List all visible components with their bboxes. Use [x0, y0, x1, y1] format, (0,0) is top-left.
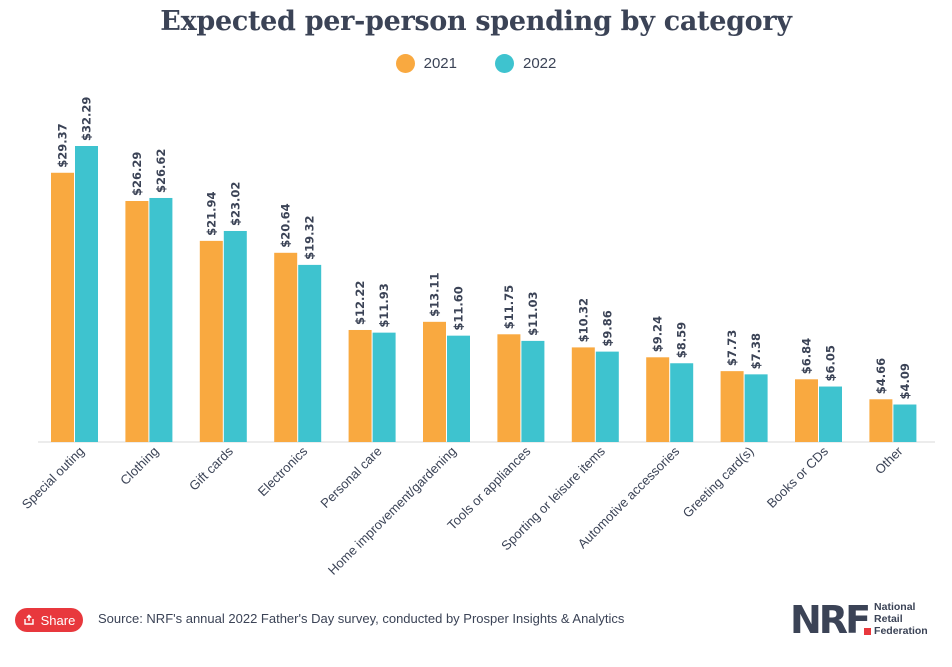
category-label-greeting-card-s: Greeting card(s) [680, 444, 757, 521]
bar-greeting-card-s-2021 [720, 371, 744, 442]
category-label-electronics: Electronics [255, 443, 311, 499]
logo-text: National Retail Federation [874, 602, 928, 637]
data-label-books-or-cds-2021: $6.84 [800, 338, 814, 374]
data-label-greeting-card-s-2021: $7.73 [725, 330, 739, 366]
data-label-personal-care-2021: $12.22 [353, 281, 367, 325]
data-label-other-2021: $4.66 [874, 358, 888, 394]
bar-clothing-2022 [149, 197, 173, 442]
data-label-special-outing-2021: $29.37 [56, 123, 70, 167]
data-label-home-improvement-gardening-2022: $11.60 [452, 286, 466, 330]
bar-sporting-or-leisure-items-2022 [595, 351, 619, 442]
logo-line-1: National [874, 601, 916, 614]
logo-line-3: Federation [874, 624, 928, 637]
logo-mark-text: NRF [790, 598, 871, 642]
bar-gift-cards-2022 [223, 230, 247, 442]
data-label-greeting-card-s-2022: $7.38 [749, 333, 763, 369]
legend: 2021 2022 [0, 54, 952, 73]
bar-gift-cards-2021 [199, 240, 223, 442]
bar-sporting-or-leisure-items-2021 [571, 347, 595, 442]
data-label-personal-care-2022: $11.93 [377, 283, 391, 327]
bar-automotive-accessories-2021 [646, 357, 670, 442]
bar-books-or-cds-2022 [819, 386, 842, 442]
category-label-gift-cards: Gift cards [186, 443, 236, 493]
bar-automotive-accessories-2022 [670, 363, 694, 442]
bar-electronics-2021 [274, 252, 298, 442]
bar-home-improvement-gardening-2021 [423, 321, 446, 442]
bar-chart: $29.37 $32.29 Special outing $26.29 $26.62 Cl… [19, 97, 935, 578]
data-label-electronics-2021: $20.64 [279, 203, 293, 247]
bar-tools-or-appliances-2022 [521, 340, 545, 442]
legend-swatch-2021 [395, 54, 415, 73]
data-label-gift-cards-2022: $23.02 [228, 182, 242, 226]
bar-tools-or-appliances-2021 [497, 334, 521, 442]
data-label-clothing-2021: $26.29 [130, 152, 144, 196]
bar-greeting-card-s-2022 [744, 374, 768, 442]
share-icon [23, 614, 34, 625]
bar-other-2022 [893, 404, 917, 442]
category-label-personal-care: Personal care [317, 444, 384, 511]
logo-line-2: Retail [874, 613, 903, 626]
data-label-sporting-or-leisure-items-2022: $9.86 [600, 310, 614, 346]
category-label-special-outing: Special outing [19, 444, 87, 512]
share-button[interactable]: Share [15, 608, 83, 632]
data-label-tools-or-appliances-2021: $11.75 [502, 285, 516, 329]
bar-home-improvement-gardening-2022 [447, 335, 470, 442]
nrf-logo[interactable]: NRF National Retail Federation [790, 601, 928, 639]
category-label-home-improvement-gardening: Home improvement/gardening [325, 444, 459, 578]
data-label-electronics-2022: $19.32 [303, 216, 317, 260]
chart-title: Expected per-person spending by category [160, 6, 792, 37]
category-label-clothing: Clothing [117, 444, 161, 488]
bar-other-2021 [869, 399, 893, 442]
data-label-special-outing-2022: $32.29 [80, 97, 94, 141]
data-label-clothing-2022: $26.62 [154, 149, 168, 193]
data-label-tools-or-appliances-2022: $11.03 [526, 291, 540, 335]
data-label-sporting-or-leisure-items-2021: $10.32 [576, 298, 590, 342]
bar-electronics-2022 [298, 264, 322, 442]
bar-books-or-cds-2021 [795, 379, 818, 442]
legend-label-2022: 2022 [523, 55, 557, 72]
data-label-books-or-cds-2022: $6.05 [824, 345, 838, 381]
logo-mark: NRF [790, 598, 872, 642]
source-note: Source: NRF's annual 2022 Father's Day s… [98, 611, 625, 626]
bar-special-outing-2021 [51, 172, 74, 442]
data-label-automotive-accessories-2021: $9.24 [651, 316, 665, 352]
data-label-home-improvement-gardening-2021: $13.11 [428, 272, 442, 316]
share-label: Share [40, 612, 76, 628]
data-label-other-2022: $4.09 [898, 363, 912, 399]
bar-personal-care-2022 [372, 332, 396, 442]
logo-dot [864, 628, 872, 635]
category-label-other: Other [872, 443, 906, 477]
legend-label-2021: 2021 [423, 55, 457, 72]
bar-special-outing-2022 [75, 146, 98, 442]
data-label-automotive-accessories-2022: $8.59 [675, 322, 689, 358]
legend-item-2021: 2021 [395, 54, 457, 73]
legend-item-2022: 2022 [495, 54, 556, 73]
bar-clothing-2021 [125, 201, 149, 442]
bar-personal-care-2021 [348, 329, 372, 442]
category-label-books-or-cds: Books or CDs [764, 443, 832, 511]
legend-swatch-2022 [495, 54, 514, 73]
data-label-gift-cards-2021: $21.94 [204, 191, 218, 235]
